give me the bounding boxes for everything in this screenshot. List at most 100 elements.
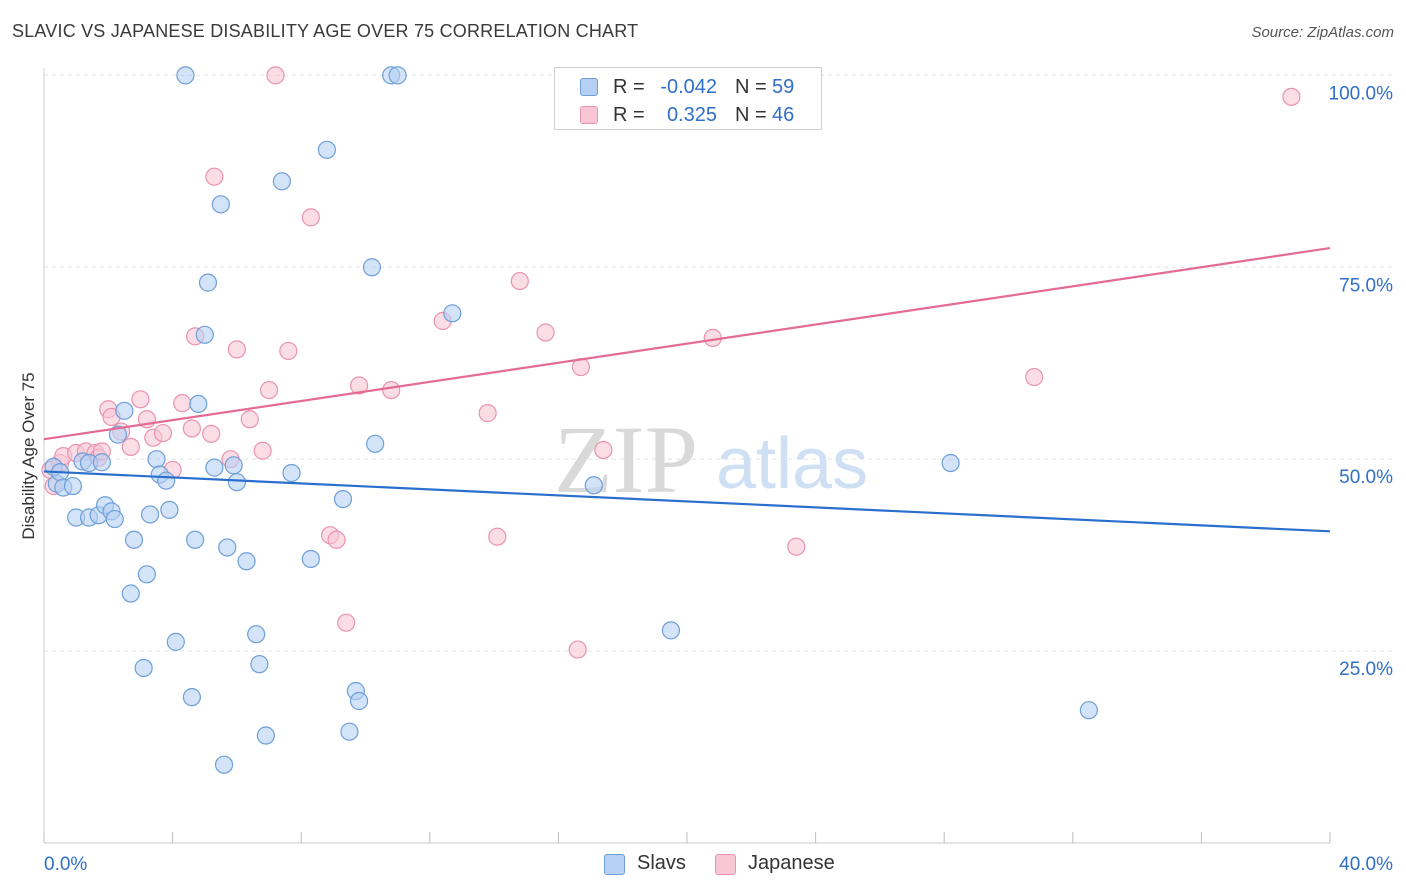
slavs-legend-swatch [604,854,625,875]
japanese-legend-label: Japanese [748,852,835,874]
n-label: N = [735,76,767,98]
watermark-atlas: atlas [716,424,868,504]
r-label: R = [613,76,645,98]
slavs-point [443,304,462,323]
slavs-point [256,726,275,745]
slavs-point [388,66,407,85]
stats-legend: R = -0.042 N = 59 R = 0.325 N = 46 [554,67,822,130]
slavs-point [92,453,111,472]
y-tick-label: 75.0% [1339,275,1393,296]
japanese-point [1025,367,1044,387]
japanese-point [337,613,356,632]
japanese-point [327,530,346,549]
y-tick-label: 50.0% [1339,467,1393,488]
n-value: 59 [772,76,795,98]
slavs-point [124,530,144,549]
r-label: R = [613,104,645,126]
slavs-point [941,453,960,473]
japanese-point [478,404,497,423]
japanese-point [301,208,320,227]
slavs-point [176,66,195,85]
slavs-point [134,658,153,678]
japanese-point [1282,87,1301,106]
n-value: 46 [772,104,795,126]
slavs-point [147,450,166,469]
japanese-trend-line [43,246,1331,441]
chart-title: SLAVIC VS JAPANESE DISABILITY AGE OVER 7… [12,21,639,41]
chart-source: Source: ZipAtlas.com [1251,24,1394,41]
slavs-point [108,425,128,444]
x-tick-label: 0.0% [44,854,87,875]
r-value: 0.325 [666,104,717,126]
slavs-point [237,552,256,571]
slavs-point [366,434,385,453]
slavs-point [211,195,230,214]
legend-row-slavs: R = -0.042 N = 59 [555,74,821,102]
slavs-point [362,258,382,277]
japanese-point [787,537,806,556]
slavs-point [250,655,269,674]
japanese-point [253,441,272,460]
japanese-point [594,440,613,460]
slavs-point [227,473,246,492]
japanese-point [202,424,221,443]
japanese-point [131,390,150,409]
n-label: N = [735,104,767,126]
slavs-point [115,401,134,420]
japanese-point [153,423,173,443]
japanese-point [266,66,285,85]
slavs-point [282,463,301,483]
axes [43,68,1331,844]
tick-labels: 25.0% 50.0% 75.0% 100.0% 0.0% 40.0% [44,83,1393,875]
slavs-point [224,456,243,475]
y-axis-title: Disability Age Over 75 [19,372,38,539]
slavs-trend-line [43,470,1331,533]
japanese-point [173,394,192,413]
slavs-swatch [580,78,598,96]
japanese-point [349,376,369,395]
slavs-point [182,688,201,707]
slavs-point [340,722,359,741]
y-tick-label: 25.0% [1339,659,1393,680]
slavs-point [584,476,603,495]
japanese-point [182,419,201,438]
slavs-point [349,691,369,711]
slavs-legend-label: Slavs [637,852,686,874]
slavs-point [214,755,234,774]
slavs-point [1079,701,1098,720]
slavs-point [189,394,208,414]
watermark: ZIP atlas [554,406,868,513]
slavs-point [105,509,124,529]
slavs-point [198,273,218,292]
slavs-point [333,489,353,509]
japanese-point [279,341,298,361]
slavs-point [661,621,681,640]
japanese-point [510,271,529,291]
slavs-point [205,458,224,477]
slavs-point [160,500,179,519]
x-tick-label: 40.0% [1339,854,1393,875]
y-tick-label: 100.0% [1329,83,1394,104]
slavs-point [195,325,214,344]
japanese-point [536,323,555,342]
slavs-point [137,565,156,584]
slavs-point [157,471,176,490]
japanese-point [240,410,259,429]
r-value: -0.042 [660,76,717,98]
slavs-point [63,476,83,496]
slavs-point [317,140,337,159]
japanese-point [227,340,246,359]
slavs-point [166,632,185,651]
japanese-point [382,380,401,400]
trend-lines [43,246,1331,533]
japanese-point [259,380,279,400]
japanese-point [488,527,507,546]
japanese-point [205,167,224,186]
data-points [41,66,1301,774]
slavs-point [301,549,320,569]
watermark-zip: ZIP [554,406,698,513]
japanese-swatch [580,106,598,124]
japanese-point [121,437,140,456]
slavs-point [186,530,205,549]
